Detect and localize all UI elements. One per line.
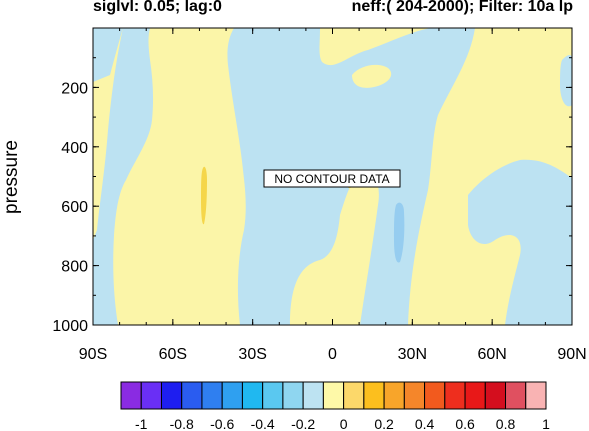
colorbar-swatch xyxy=(140,381,162,410)
colorbar-swatch xyxy=(262,381,284,410)
negative-region-left-band xyxy=(93,28,154,325)
colorbar-swatch xyxy=(505,381,527,410)
annotation-text: NO CONTOUR DATA xyxy=(274,172,389,186)
colorbar-swatch xyxy=(403,381,426,410)
y-axis-label: pressure xyxy=(1,140,22,214)
x-tick-label: 0 xyxy=(328,346,337,363)
colorbar-label: -0.6 xyxy=(210,416,234,431)
colorbar-label: -1 xyxy=(135,416,148,431)
colorbar-swatch xyxy=(201,381,223,410)
colorbar-label: 0 xyxy=(340,416,348,431)
accent-negative-patch xyxy=(394,202,405,263)
x-axis: 90S 60S 30S 0 30N 60N 90N xyxy=(79,28,587,363)
y-tick-label: 1000 xyxy=(52,318,88,335)
colorbar-swatch xyxy=(181,381,203,410)
header-left-title: siglvl: 0.05; lag:0 xyxy=(93,0,222,15)
accent-positive-patch-left xyxy=(201,166,207,225)
colorbar-swatch xyxy=(221,381,243,410)
y-tick-label: 400 xyxy=(61,140,88,157)
colorbar-swatch xyxy=(424,381,446,410)
header-right-title: neff:( 204-2000); Filter: 10a lp xyxy=(351,0,573,15)
colorbar-swatch xyxy=(120,381,142,410)
colorbar-swatch xyxy=(484,381,507,410)
colorbar-label: -0.2 xyxy=(291,416,315,431)
negative-region-right-lower xyxy=(468,159,572,325)
colorbar xyxy=(120,381,547,410)
colorbar-swatch xyxy=(464,381,486,410)
colorbar-swatch xyxy=(241,381,264,410)
colorbar-swatch xyxy=(383,381,405,410)
colorbar-swatch xyxy=(160,381,183,410)
x-tick-label: 60S xyxy=(159,346,187,363)
colorbar-label: 0.6 xyxy=(455,416,475,431)
positive-island-upper-center xyxy=(352,64,392,88)
x-tick-label: 90S xyxy=(79,346,107,363)
colorbar-swatch xyxy=(302,381,324,410)
colorbar-swatch xyxy=(282,381,304,410)
colorbar-label: 1 xyxy=(542,416,550,431)
x-tick-label: 30S xyxy=(238,346,266,363)
colorbar-swatch xyxy=(363,381,385,410)
colorbar-label: 0.8 xyxy=(496,416,516,431)
y-tick-label: 200 xyxy=(61,80,88,97)
colorbar-label: 0.2 xyxy=(374,416,394,431)
colorbar-label: 0.4 xyxy=(415,416,435,431)
positive-island-lower-center xyxy=(306,285,330,325)
colorbar-swatch xyxy=(322,381,345,410)
negative-region-upper-left xyxy=(93,28,123,82)
colorbar-label: -0.8 xyxy=(170,416,194,431)
colorbar-swatch xyxy=(343,381,365,410)
colorbar-labels: -1 -0.8 -0.6 -0.4 -0.2 0 0.2 0.4 0.6 0.8 1 xyxy=(135,416,550,431)
y-tick-label: 800 xyxy=(61,259,88,276)
x-tick-label: 90N xyxy=(557,346,586,363)
y-tick-label: 600 xyxy=(61,199,88,216)
x-tick-label: 60N xyxy=(477,346,506,363)
colorbar-swatch xyxy=(525,381,547,410)
x-tick-label: 30N xyxy=(398,346,427,363)
colorbar-swatch xyxy=(444,381,466,410)
colorbar-label: -0.4 xyxy=(251,416,275,431)
negative-region-right-edge-top xyxy=(560,55,572,107)
no-contour-annotation: NO CONTOUR DATA xyxy=(263,169,401,188)
y-axis: 200 400 600 800 1000 xyxy=(52,57,572,335)
